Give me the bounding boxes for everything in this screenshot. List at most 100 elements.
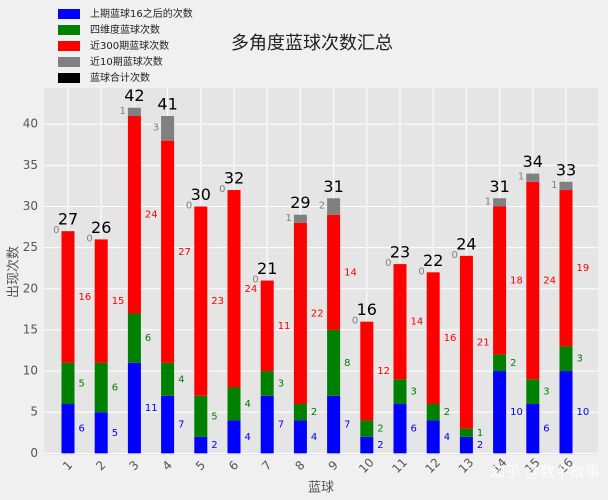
total-label: 33 xyxy=(556,160,576,179)
value-label: 6 xyxy=(145,333,151,344)
bar-segment xyxy=(559,371,573,454)
value-label: 2 xyxy=(211,440,217,451)
y-tick-label: 5 xyxy=(30,405,38,419)
value-label: 2 xyxy=(377,424,383,435)
value-label: 0 xyxy=(385,258,391,269)
value-label: 6 xyxy=(112,383,118,394)
bar-segment xyxy=(127,362,141,454)
value-label: 14 xyxy=(344,267,357,278)
bar-segment xyxy=(260,280,274,372)
value-label: 7 xyxy=(178,420,184,431)
value-label: 2 xyxy=(444,407,450,418)
x-tick-label: 5 xyxy=(193,458,208,473)
bar-segment xyxy=(426,420,440,454)
legend-swatch xyxy=(58,9,80,19)
x-tick-label: 11 xyxy=(389,455,410,476)
value-label: 3 xyxy=(411,387,417,398)
bar-segment xyxy=(526,173,540,182)
bar-segment xyxy=(393,403,407,454)
total-label: 27 xyxy=(58,210,78,229)
bar-segment xyxy=(526,181,540,380)
bar-segment xyxy=(227,420,241,454)
bar-segment xyxy=(393,379,407,404)
bar-segment xyxy=(559,190,573,347)
bar-segment xyxy=(127,115,141,314)
y-tick-label: 20 xyxy=(23,281,38,295)
y-tick-label: 35 xyxy=(23,158,38,172)
total-label: 34 xyxy=(523,152,543,171)
value-label: 24 xyxy=(543,276,556,287)
bar-segment xyxy=(327,198,341,215)
total-label: 16 xyxy=(357,300,377,319)
bar-segment xyxy=(94,362,108,413)
value-label: 3 xyxy=(577,354,583,365)
bar-segment xyxy=(526,379,540,404)
bar-segment xyxy=(161,140,175,363)
bar-segment xyxy=(559,181,573,191)
value-label: 6 xyxy=(543,424,549,435)
value-label: 14 xyxy=(411,317,424,328)
value-label: 2 xyxy=(377,440,383,451)
value-label: 6 xyxy=(411,424,417,435)
value-label: 4 xyxy=(311,432,317,443)
total-label: 24 xyxy=(456,234,476,253)
legend-swatch xyxy=(58,25,80,35)
value-label: 0 xyxy=(219,184,225,195)
bar-segment xyxy=(94,412,108,454)
value-label: 10 xyxy=(510,407,523,418)
total-label: 42 xyxy=(124,86,144,105)
bar-segment xyxy=(493,371,507,454)
x-tick-label: 10 xyxy=(356,455,377,476)
value-label: 24 xyxy=(145,210,158,221)
x-tick-label: 9 xyxy=(326,458,341,473)
bar-segment xyxy=(360,420,374,437)
legend-swatch xyxy=(58,57,80,67)
legend-label: 上期蓝球16之后的次数 xyxy=(90,7,193,20)
x-tick-label: 4 xyxy=(160,458,175,473)
legend-label: 近10期蓝球次数 xyxy=(90,55,163,68)
bar-segment xyxy=(327,214,341,330)
bar-segment xyxy=(493,354,507,372)
bar-segment xyxy=(127,313,141,363)
total-label: 23 xyxy=(390,243,410,262)
value-label: 11 xyxy=(278,321,291,332)
bar-segment xyxy=(260,371,274,396)
y-axis-label: 出现次数 xyxy=(6,246,22,298)
value-label: 0 xyxy=(186,200,192,211)
value-label: 27 xyxy=(178,247,191,258)
x-tick-label: 6 xyxy=(226,458,241,473)
chart-title: 多角度蓝球次数汇总 xyxy=(231,33,393,54)
value-label: 4 xyxy=(245,399,251,410)
value-label: 19 xyxy=(577,263,590,274)
total-label: 30 xyxy=(191,185,211,204)
bar-segment xyxy=(459,428,473,437)
y-tick-label: 40 xyxy=(23,117,38,131)
bar-segment xyxy=(227,387,241,421)
bar-segment xyxy=(194,395,208,437)
legend-label: 蓝球合计次数 xyxy=(90,71,150,84)
value-label: 16 xyxy=(444,333,457,344)
bar-segment xyxy=(293,214,307,223)
total-label: 26 xyxy=(91,218,111,237)
value-label: 2 xyxy=(319,200,325,211)
value-label: 16 xyxy=(79,292,92,303)
x-tick-label: 7 xyxy=(259,458,274,473)
value-label: 0 xyxy=(352,316,358,327)
y-tick-label: 25 xyxy=(23,240,38,254)
y-tick-label: 30 xyxy=(23,199,38,213)
value-label: 21 xyxy=(477,337,490,348)
bar-segment xyxy=(360,321,374,421)
value-label: 0 xyxy=(418,266,424,277)
bar-segment xyxy=(61,231,75,363)
value-label: 23 xyxy=(211,296,224,307)
bar-segment xyxy=(260,395,274,454)
value-label: 11 xyxy=(145,403,158,414)
value-label: 10 xyxy=(577,407,590,418)
value-label: 3 xyxy=(153,122,159,133)
value-label: 4 xyxy=(444,432,450,443)
bar-segment xyxy=(426,272,440,404)
legend-swatch xyxy=(58,73,80,83)
bar-segment xyxy=(360,436,374,454)
value-label: 3 xyxy=(543,387,549,398)
